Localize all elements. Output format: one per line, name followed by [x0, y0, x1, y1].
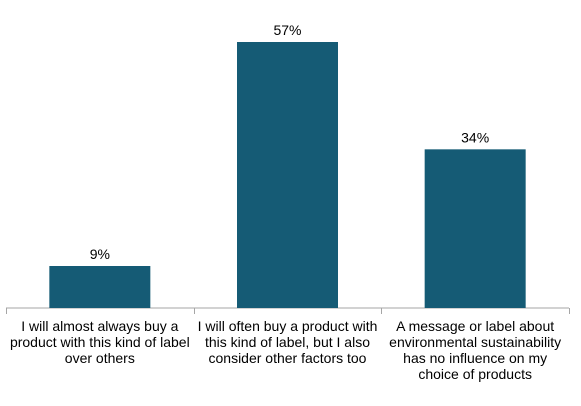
data-label: 34% [461, 129, 489, 145]
data-label: 9% [90, 246, 110, 262]
bar [237, 42, 338, 308]
bar [424, 149, 526, 308]
data-label: 57% [273, 22, 301, 38]
category-label: I will often buy a product with this kin… [197, 318, 378, 366]
category-label: I will almost always buy a product with … [9, 318, 190, 366]
bar [49, 266, 151, 308]
category-label: A message or label about environmental s… [389, 318, 562, 382]
